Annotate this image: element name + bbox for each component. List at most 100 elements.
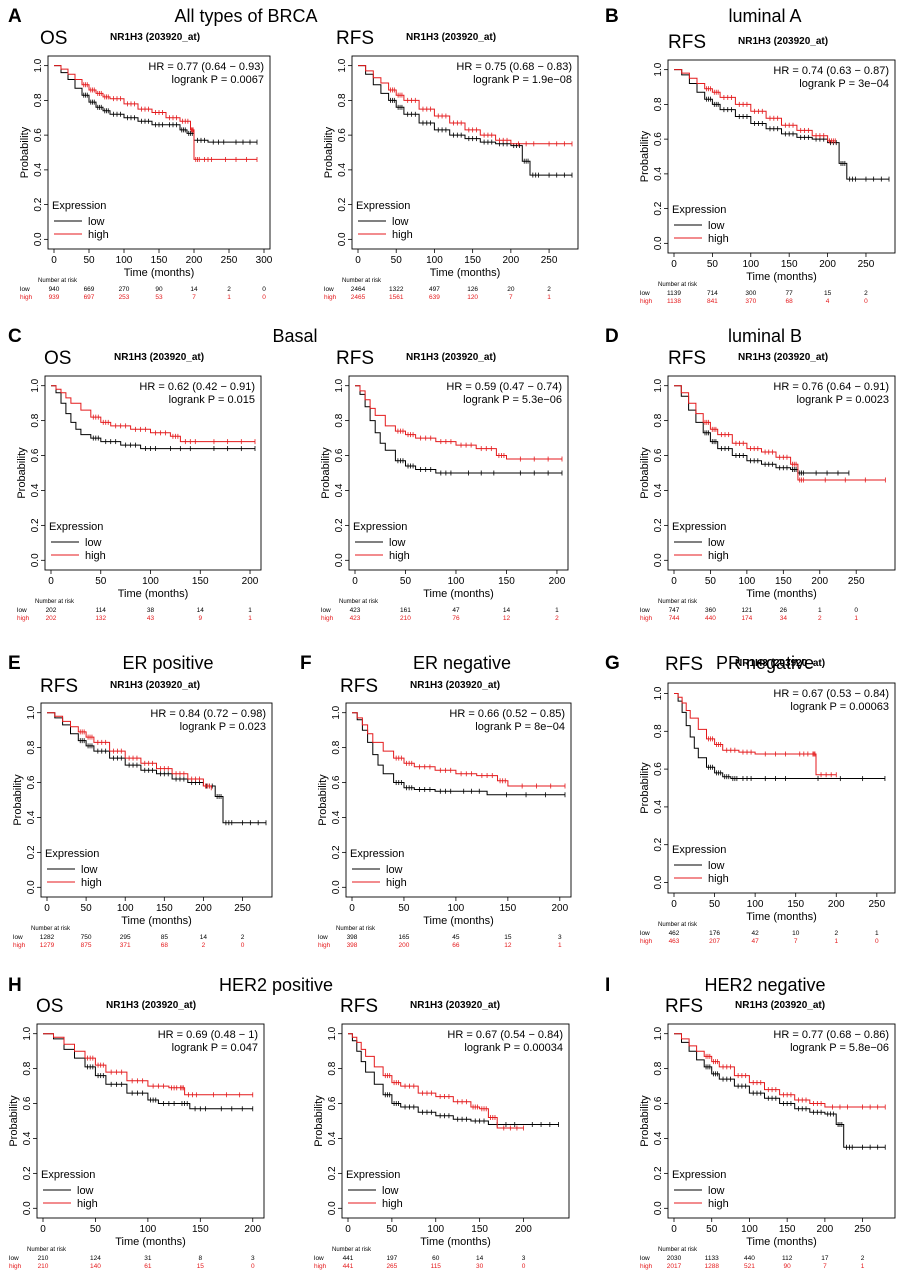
risk-count-low: 176: [709, 930, 720, 937]
x-tick-label: 150: [779, 1224, 796, 1235]
risk-table-title: Number at risk: [27, 1247, 67, 1253]
y-tick-label: 1.0: [30, 378, 41, 392]
risk-count-high: 53: [155, 294, 163, 301]
risk-count-low: 2: [861, 1255, 865, 1262]
y-tick-label: 0.0: [327, 1201, 338, 1215]
x-tick-label: 200: [817, 1224, 834, 1235]
risk-row-label-low: low: [17, 607, 27, 614]
legend-low-label: low: [392, 216, 409, 228]
risk-count-high: 371: [120, 942, 131, 949]
logrank-p: logrank P = 5.3e−06: [463, 394, 562, 406]
risk-count-low: 14: [503, 607, 511, 614]
hazard-ratio: HR = 0.77 (0.68 − 0.86): [773, 1029, 889, 1041]
risk-count-low: 462: [669, 930, 680, 937]
risk-row-label-high: high: [640, 615, 653, 622]
km-curve-low: [43, 1033, 253, 1110]
legend-high-label: high: [386, 877, 407, 889]
km-curve-high: [674, 385, 886, 481]
risk-row-label-high: high: [20, 294, 33, 301]
risk-count-low: 114: [96, 607, 107, 614]
y-tick-label: 0.6: [653, 132, 664, 146]
risk-count-low: 2: [241, 934, 245, 941]
risk-table-title: Number at risk: [658, 599, 698, 605]
legend-high-label: high: [708, 1198, 729, 1210]
risk-count-low: 14: [200, 934, 208, 941]
x-tick-label: 50: [709, 899, 721, 910]
y-tick-label: 0.0: [26, 880, 37, 894]
legend-title: Expression: [672, 844, 726, 856]
legend-low-label: low: [708, 220, 725, 232]
risk-count-high: 210: [38, 1263, 49, 1270]
risk-table-title: Number at risk: [35, 599, 75, 605]
hazard-ratio: HR = 0.75 (0.68 − 0.83): [456, 61, 572, 73]
risk-count-high: 34: [780, 615, 788, 622]
risk-count-low: 3: [522, 1255, 526, 1262]
y-tick-label: 1.0: [26, 705, 37, 719]
risk-count-high: 1561: [389, 294, 404, 301]
risk-count-high: 0: [262, 294, 266, 301]
risk-count-low: 112: [782, 1255, 793, 1262]
risk-count-low: 2: [864, 290, 868, 297]
x-tick-label: 50: [386, 1224, 398, 1235]
x-tick-label: 150: [787, 899, 804, 910]
legend-title: Expression: [346, 1169, 400, 1181]
risk-row-label-low: low: [318, 934, 328, 941]
risk-count-high: 841: [707, 298, 718, 305]
hazard-ratio: HR = 0.76 (0.64 − 0.91): [773, 381, 889, 393]
endpoint-label: RFS: [340, 676, 378, 697]
risk-count-high: 1: [854, 615, 858, 622]
endpoint-label: RFS: [340, 996, 378, 1017]
x-tick-label: 150: [464, 255, 481, 266]
x-tick-label: 50: [705, 576, 717, 587]
y-tick-label: 0.4: [334, 483, 345, 497]
y-tick-label: 0.8: [653, 1061, 664, 1075]
endpoint-label: OS: [40, 28, 67, 49]
group-title-basal: Basal: [272, 326, 317, 346]
x-tick-label: 100: [747, 899, 764, 910]
group-title-her2-positive: HER2 positive: [219, 975, 333, 995]
y-tick-label: 0.0: [653, 875, 664, 889]
legend-high-label: high: [88, 229, 109, 241]
endpoint-label: RFS: [668, 348, 706, 369]
y-tick-label: 0.8: [327, 1061, 338, 1075]
risk-count-low: 126: [467, 286, 478, 293]
risk-count-low: 10: [792, 930, 800, 937]
probe-label: NR1H3 (203920_at): [106, 1000, 196, 1011]
risk-table-title: Number at risk: [332, 1247, 372, 1253]
logrank-p: logrank P = 3e−04: [799, 78, 889, 90]
y-tick-label: 0.6: [653, 1096, 664, 1110]
risk-count-high: 2: [555, 615, 559, 622]
panel-letter-b: B: [605, 6, 619, 27]
x-tick-label: 200: [551, 903, 568, 914]
logrank-p: logrank P = 0.00063: [790, 701, 889, 713]
risk-count-high: 1: [547, 294, 551, 301]
km-chart-h-rfs: RFS NR1H3 (203920_at) 0.0 0.2 0.4 0.6 0.8 1.0 0 5…: [313, 996, 570, 1270]
y-axis-label: Probability: [313, 1095, 325, 1147]
risk-count-low: 750: [81, 934, 92, 941]
risk-count-low: 940: [49, 286, 60, 293]
risk-count-low: 17: [821, 1255, 829, 1262]
panel-letter-c: C: [8, 326, 22, 347]
x-tick-label: 0: [671, 899, 677, 910]
legend-title: Expression: [672, 1169, 726, 1181]
y-tick-label: 0.2: [653, 201, 664, 215]
x-tick-label: 250: [868, 899, 885, 910]
y-tick-label: 0.2: [337, 197, 348, 211]
risk-count-high: 2465: [351, 294, 366, 301]
y-tick-label: 1.0: [33, 58, 44, 72]
y-tick-label: 0.6: [30, 448, 41, 462]
y-tick-label: 0.0: [337, 232, 348, 246]
x-tick-label: 150: [471, 1224, 488, 1235]
hazard-ratio: HR = 0.84 (0.72 − 0.98): [150, 708, 266, 720]
y-tick-label: 0.8: [653, 724, 664, 738]
risk-count-low: 441: [343, 1255, 354, 1262]
risk-count-high: 140: [90, 1263, 101, 1270]
x-tick-label: 0: [345, 1224, 351, 1235]
legend-high-label: high: [708, 233, 729, 245]
hazard-ratio: HR = 0.74 (0.63 − 0.87): [773, 65, 889, 77]
x-tick-label: 0: [349, 903, 355, 914]
y-tick-label: 0.4: [22, 1131, 33, 1145]
legend-title: Expression: [350, 848, 404, 860]
risk-table-title: Number at risk: [31, 926, 71, 932]
risk-count-low: 1: [248, 607, 252, 614]
